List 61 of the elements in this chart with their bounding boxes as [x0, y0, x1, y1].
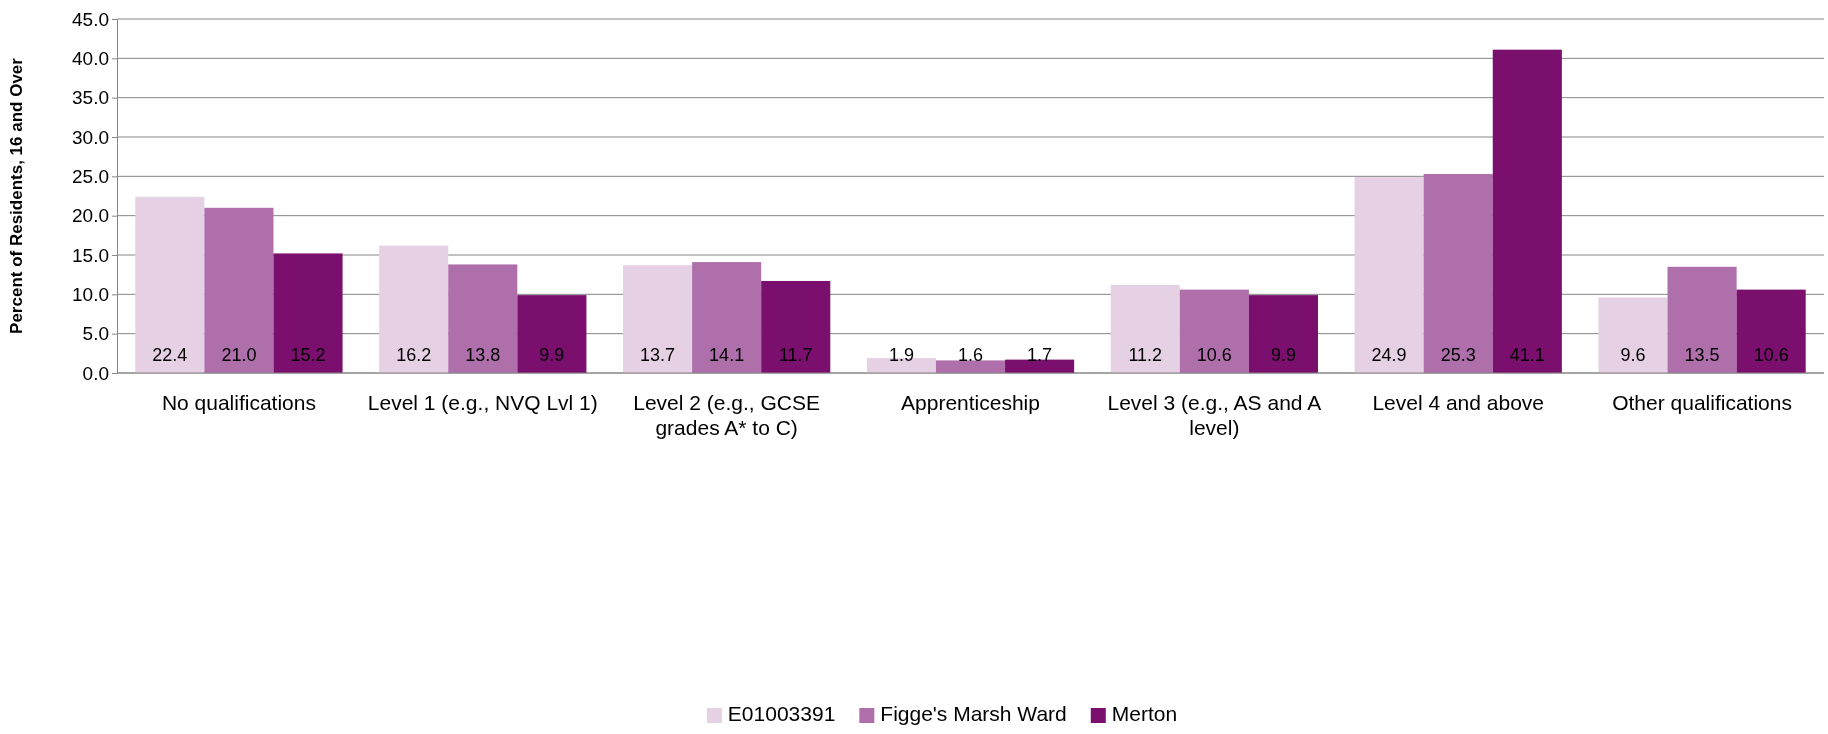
- x-tick-label: Level 1 (e.g., NVQ Lvl 1): [367, 391, 598, 414]
- y-tick-label: 40.0: [72, 47, 109, 69]
- data-label: 13.7: [640, 345, 676, 365]
- y-tick-label: 0.0: [82, 362, 109, 384]
- legend-label: Merton: [1111, 702, 1178, 725]
- bar: [692, 262, 762, 373]
- y-tick-label: 25.0: [72, 165, 109, 187]
- y-tick-label: 10.0: [72, 283, 109, 305]
- bar: [1667, 266, 1737, 373]
- bar: [1736, 289, 1806, 373]
- y-tick-label: 5.0: [82, 323, 109, 345]
- data-label: 11.2: [1128, 345, 1163, 365]
- y-tick-label: 15.0: [72, 244, 109, 266]
- bar: [1110, 284, 1180, 373]
- data-label: 14.1: [709, 345, 745, 365]
- data-label: 22.4: [152, 345, 188, 365]
- data-label: 1.6: [957, 345, 984, 365]
- bar: [1354, 177, 1424, 373]
- bar: [761, 280, 831, 373]
- y-tick-label: 20.0: [72, 205, 109, 227]
- data-label: 9.6: [1620, 345, 1646, 365]
- bar: [517, 295, 587, 373]
- data-label: 9.9: [1270, 345, 1296, 365]
- bar: [273, 253, 343, 373]
- data-label: 25.3: [1440, 345, 1476, 365]
- bar: [1248, 295, 1318, 373]
- y-tick-label: 35.0: [72, 87, 109, 109]
- data-label: 1.9: [888, 345, 914, 365]
- data-label: 10.6: [1196, 345, 1232, 365]
- x-tick-label: No qualifications: [161, 391, 316, 414]
- data-label: 16.2: [396, 345, 432, 365]
- data-label: 41.1: [1509, 345, 1545, 365]
- bar: [448, 264, 518, 373]
- bar: [1598, 297, 1668, 373]
- x-tick-label: Level 3 (e.g., AS and A level): [1107, 391, 1322, 439]
- x-tick-label: Apprenticeship: [901, 391, 1040, 414]
- bar: [1179, 289, 1249, 373]
- legend-label: Figge's Marsh Ward: [880, 702, 1067, 725]
- y-tick-label: 30.0: [72, 126, 109, 148]
- data-label: 9.9: [539, 345, 565, 365]
- data-label: 1.7: [1027, 345, 1053, 365]
- data-label: 11.7: [778, 345, 813, 365]
- bar: [204, 207, 274, 373]
- data-label: 13.5: [1684, 345, 1720, 365]
- x-tick-label: Other qualifications: [1612, 391, 1792, 414]
- data-label: 24.9: [1371, 345, 1407, 365]
- data-label: 13.8: [465, 345, 501, 365]
- bar: [135, 196, 205, 373]
- x-tick-label: Level 2 (e.g., GCSE grades A* to C): [633, 391, 821, 439]
- bar: [1423, 173, 1493, 373]
- bar: [379, 245, 449, 373]
- legend-label: E01003391: [727, 702, 836, 725]
- bar: [1492, 49, 1562, 373]
- data-label: 21.0: [221, 345, 257, 365]
- bar: [935, 360, 1006, 373]
- y-tick-label: 45.0: [72, 8, 109, 30]
- x-tick-label: Level 4 and above: [1372, 391, 1545, 414]
- y-axis-title: Percent of Residents, 16 and Over: [7, 57, 26, 334]
- data-label: 15.2: [290, 345, 326, 365]
- bar: [623, 265, 693, 373]
- data-label: 10.6: [1753, 345, 1789, 365]
